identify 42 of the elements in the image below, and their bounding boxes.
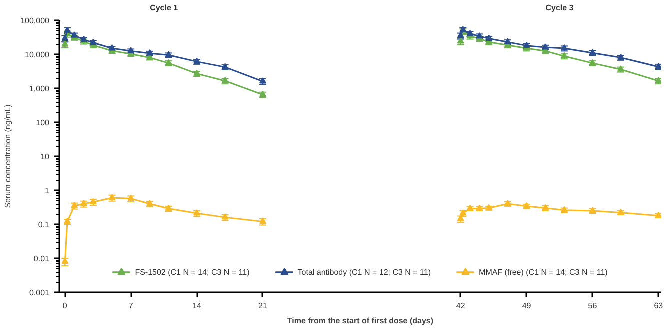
- point: [617, 208, 624, 216]
- point: [146, 50, 154, 56]
- legend-label: Total antibody (C1 N = 12; C3 N = 11): [298, 268, 432, 276]
- y-tick-label: 10,000: [25, 50, 50, 60]
- x-tick-label: 42: [456, 302, 466, 310]
- point: [542, 44, 550, 50]
- y-axis-title: Serum concentration (ng/mL): [4, 104, 13, 208]
- point: [542, 204, 550, 211]
- text: Cycle 3: [546, 4, 574, 12]
- point: [589, 59, 596, 66]
- point: [108, 44, 116, 51]
- point: [128, 47, 135, 54]
- x-tick-label: 49: [522, 302, 532, 310]
- x-axis-title: Time from the start of first dose (days): [287, 316, 434, 326]
- legend-label: FS-1502 (C1 N = 14; C3 N = 11): [135, 268, 250, 276]
- point: [523, 202, 530, 209]
- x-tick-label: 7: [128, 302, 134, 310]
- y-tick-label: 100,000: [20, 16, 50, 26]
- point: [617, 54, 624, 60]
- y-tick-label: 1: [45, 186, 50, 196]
- x-tick-label: 14: [192, 302, 202, 310]
- y-tick-label: 100: [36, 118, 50, 128]
- point: [165, 59, 172, 66]
- y-tick-label: 1,000: [29, 84, 50, 94]
- y-tick-label: 0.001: [29, 288, 50, 298]
- point: [165, 51, 172, 58]
- point: [560, 206, 568, 213]
- y-tick-label: 0.01: [34, 254, 50, 264]
- point: [194, 58, 201, 64]
- point: [504, 200, 512, 206]
- y-tick-label: 10: [40, 152, 50, 162]
- text: Cycle 1: [150, 4, 179, 12]
- point: [476, 32, 484, 39]
- x-tick-label: 56: [588, 302, 598, 310]
- x-tick-label: 21: [258, 302, 268, 310]
- point: [504, 38, 512, 44]
- x-tick-label: 63: [654, 302, 664, 310]
- x-tick-label: 0: [62, 302, 68, 310]
- point: [222, 63, 229, 70]
- legend-label: MMAF (free) (C1 N = 14; C3 N = 11): [479, 268, 608, 276]
- point: [523, 42, 530, 48]
- y-tick-label: 0.1: [38, 220, 50, 230]
